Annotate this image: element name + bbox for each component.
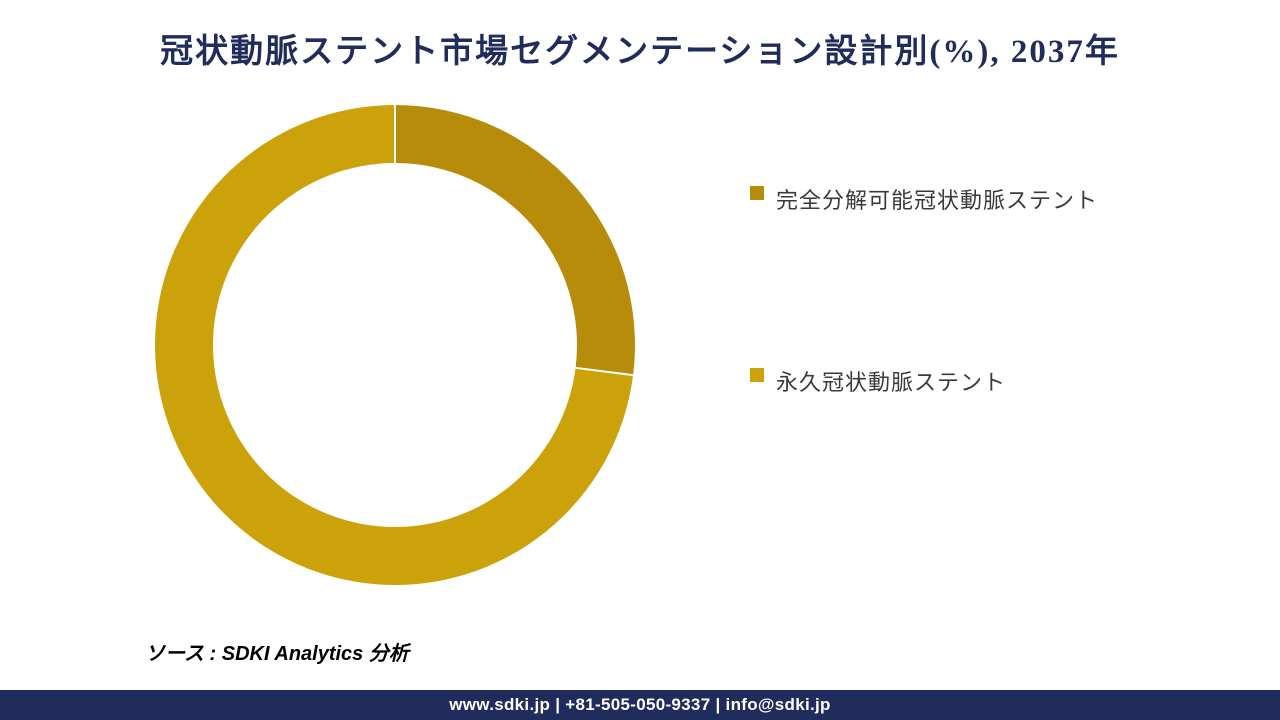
legend-item-0: 完全分解可能冠状動脈ステント xyxy=(750,180,1200,222)
chart-title: 冠状動脈ステント市場セグメンテーション設計別(%), 2037年 xyxy=(0,0,1280,72)
donut-chart xyxy=(155,105,635,585)
legend-label-0: 完全分解可能冠状動脈ステント xyxy=(776,180,1098,222)
legend: 完全分解可能冠状動脈ステント 永久冠状動脈ステント xyxy=(750,180,1200,544)
legend-item-1: 永久冠状動脈ステント xyxy=(750,362,1200,404)
legend-swatch-0 xyxy=(750,186,764,200)
legend-label-1: 永久冠状動脈ステント xyxy=(776,362,1006,404)
legend-swatch-1 xyxy=(750,368,764,382)
footer-bar: www.sdki.jp | +81-505-050-9337 | info@sd… xyxy=(0,690,1280,720)
source-attribution: ソース : SDKI Analytics 分析 xyxy=(145,637,409,666)
donut-slice-0 xyxy=(395,105,635,375)
footer-text: www.sdki.jp | +81-505-050-9337 | info@sd… xyxy=(449,695,830,715)
donut-svg xyxy=(155,105,635,585)
